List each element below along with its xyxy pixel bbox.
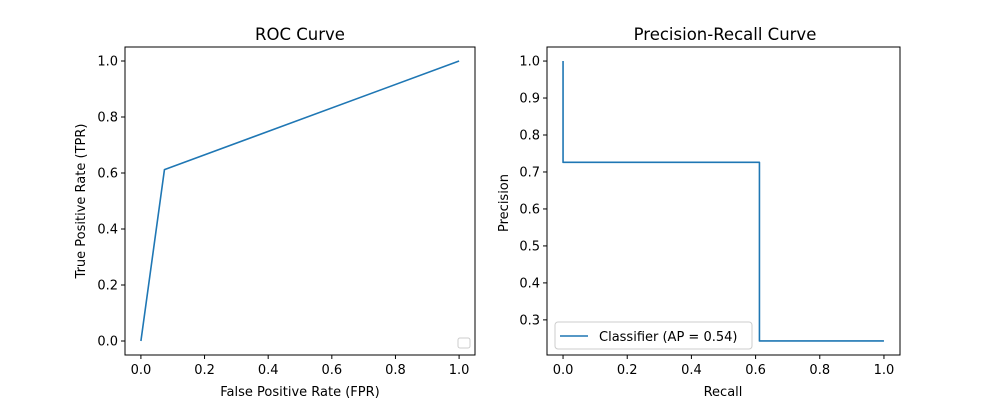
roc-y-tick-label: 0.2 [97,279,118,294]
pr-y-tick-label: 1.0 [519,55,540,70]
roc-y-axis-label: True Positive Rate (TPR) [74,124,89,280]
pr-y-axis-label: Precision [497,174,512,232]
roc-plot-frame [124,46,476,356]
roc-y-tick-label: 0.8 [97,111,118,126]
roc-x-tick-label: 0.0 [131,363,152,378]
pr-y-tick-label: 0.9 [519,92,540,107]
pr-chart: Precision-Recall Curve 0.0 0.2 0.4 0.6 0.8 1.… [497,25,901,400]
roc-x-tick-label: 0.4 [258,363,279,378]
pr-y-tick-label: 0.7 [519,165,540,180]
pr-legend-label: Classifier (AP = 0.54) [599,330,737,345]
pr-title: Precision-Recall Curve [634,25,817,44]
pr-legend: Classifier (AP = 0.54) [554,321,753,350]
pr-x-tick-label: 0.6 [745,363,766,378]
pr-y-tick-label: 0.3 [519,313,540,328]
pr-x-tick-label: 0.4 [681,363,702,378]
roc-y-tick-label: 0.6 [97,167,118,182]
roc-x-axis-label: False Positive Rate (FPR) [220,385,379,400]
roc-title: ROC Curve [255,25,345,44]
roc-y-tick-label: 1.0 [97,55,118,70]
pr-x-axis-label: Recall [704,385,743,400]
pr-x-tick-label: 1.0 [874,363,895,378]
pr-y-tick-label: 0.4 [519,276,540,291]
roc-x-tick-label: 0.2 [194,363,215,378]
pr-legend-box [554,321,753,350]
pr-y-tick-label: 0.6 [519,202,540,217]
pr-series-line [562,61,884,342]
roc-legend [457,337,471,349]
roc-legend-box [457,337,471,349]
roc-chart: ROC Curve 0.0 0.2 0.4 0.6 0.8 1.0 0.0 0.2 0.4 0.6… [74,25,476,400]
pr-x-tick-label: 0.2 [617,363,638,378]
roc-x-tick-label: 0.6 [321,363,342,378]
pr-plot-frame [546,46,901,356]
roc-x-tick-label: 1.0 [449,363,470,378]
roc-y-tick-label: 0.0 [97,335,118,350]
pr-x-tick-label: 0.0 [553,363,574,378]
roc-series-line [140,60,460,342]
roc-y-tick-label: 0.4 [97,223,118,238]
roc-x-tick-label: 0.8 [385,363,406,378]
pr-x-tick-label: 0.8 [809,363,830,378]
pr-y-tick-label: 0.8 [519,129,540,144]
pr-y-tick-label: 0.5 [519,239,540,254]
